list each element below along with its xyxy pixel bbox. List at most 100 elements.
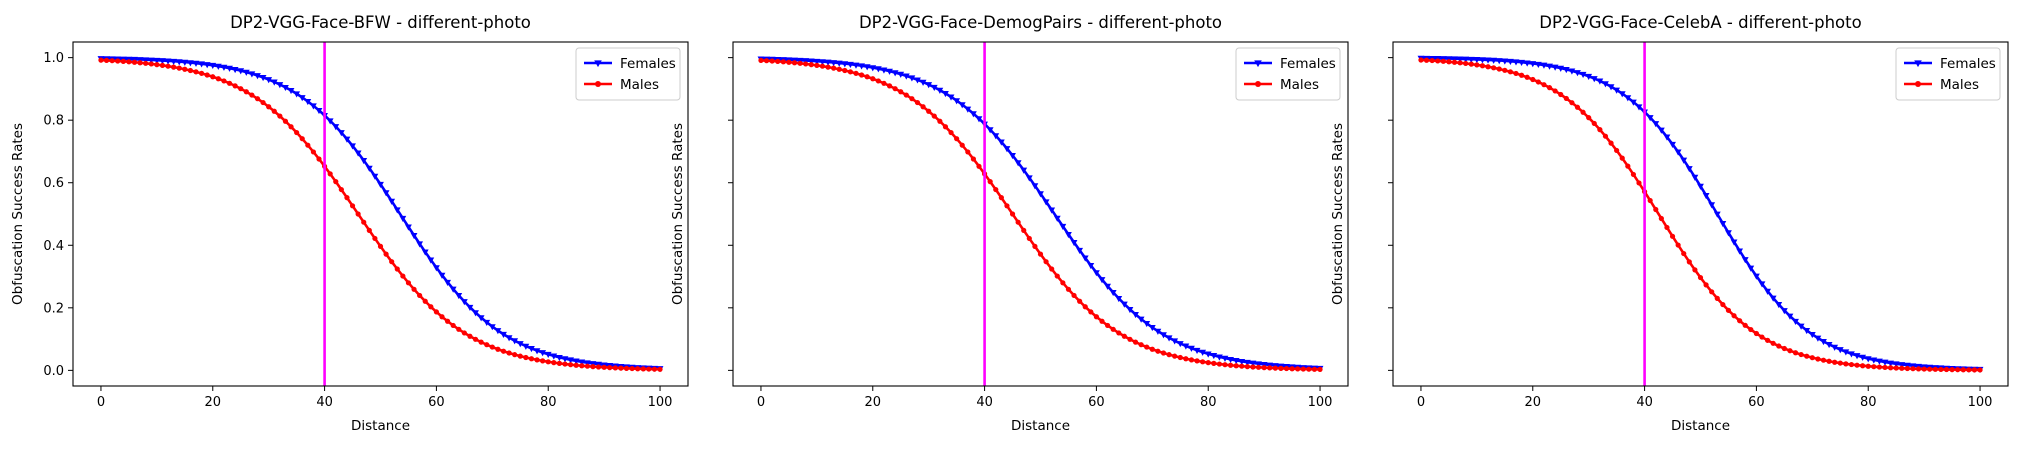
data-point xyxy=(1770,340,1776,346)
data-point xyxy=(450,322,456,329)
data-point xyxy=(1764,337,1771,343)
data-point xyxy=(389,259,395,265)
data-point xyxy=(618,365,624,371)
data-point xyxy=(433,309,440,315)
data-point xyxy=(601,364,607,370)
data-point xyxy=(1440,58,1446,64)
data-point xyxy=(881,80,887,86)
data-point xyxy=(282,118,289,124)
data-point xyxy=(831,65,837,71)
data-point xyxy=(769,58,775,64)
data-point xyxy=(288,124,294,130)
data-point xyxy=(651,366,658,372)
data-point xyxy=(1977,367,1983,373)
data-point xyxy=(1748,326,1754,333)
data-point xyxy=(115,58,121,64)
data-point xyxy=(959,142,965,148)
data-point xyxy=(1049,266,1055,272)
data-point xyxy=(472,336,479,342)
data-point xyxy=(1300,366,1306,372)
data-point xyxy=(1842,349,1850,356)
data-point xyxy=(1792,318,1799,325)
data-point xyxy=(1910,366,1916,372)
data-point xyxy=(1087,262,1095,270)
data-point xyxy=(1451,56,1458,63)
legend-marker xyxy=(1255,81,1261,87)
data-point xyxy=(444,318,451,324)
x-tick-label: 0 xyxy=(1417,395,1425,410)
data-point xyxy=(1797,323,1805,330)
data-point xyxy=(248,71,256,78)
data-point xyxy=(595,364,602,370)
data-point xyxy=(226,65,233,72)
data-point xyxy=(461,330,467,336)
data-point xyxy=(484,342,490,348)
data-point xyxy=(472,310,479,317)
data-point xyxy=(361,219,367,225)
data-point xyxy=(763,58,770,64)
data-point xyxy=(1971,367,1978,373)
data-point xyxy=(1876,364,1883,370)
data-point xyxy=(400,273,406,279)
data-point xyxy=(466,304,474,311)
data-point xyxy=(383,251,389,257)
data-point xyxy=(293,91,301,98)
chart-title: DP2-VGG-Face-DemogPairs - different-phot… xyxy=(859,13,1222,32)
data-point xyxy=(1860,363,1866,369)
chart-panel-2: DP2-VGG-Face-DemogPairs - different-phot… xyxy=(670,13,1349,434)
data-point xyxy=(1070,240,1078,247)
data-point xyxy=(1021,227,1027,233)
data-point xyxy=(1871,364,1877,370)
series-females xyxy=(97,56,664,373)
data-point xyxy=(908,75,916,82)
legend-marker xyxy=(1914,60,1922,68)
data-point xyxy=(1949,367,1955,373)
data-point xyxy=(1899,365,1905,371)
data-point xyxy=(316,156,322,162)
data-point xyxy=(1176,341,1184,348)
data-point xyxy=(1843,361,1849,367)
data-point xyxy=(1708,202,1716,209)
data-point xyxy=(1837,360,1843,366)
data-point xyxy=(1144,344,1150,350)
data-point xyxy=(898,89,904,95)
data-point xyxy=(120,58,126,64)
data-point xyxy=(1502,67,1508,73)
data-point xyxy=(377,243,384,249)
data-point xyxy=(1848,351,1855,358)
data-point xyxy=(1512,59,1520,66)
data-point xyxy=(1653,206,1659,213)
data-point xyxy=(1524,74,1530,80)
data-point xyxy=(1082,304,1088,310)
data-point xyxy=(1233,363,1239,369)
data-point xyxy=(1194,358,1200,364)
data-point xyxy=(567,357,574,364)
data-point xyxy=(1769,295,1777,302)
data-point xyxy=(270,79,278,86)
data-point xyxy=(1876,358,1883,365)
data-point xyxy=(438,272,446,279)
data-point xyxy=(1579,71,1587,78)
data-point xyxy=(237,68,245,75)
data-point xyxy=(1048,207,1056,214)
data-point xyxy=(869,65,877,72)
data-point xyxy=(1534,61,1542,68)
data-point xyxy=(886,83,893,89)
data-point xyxy=(148,61,154,67)
data-point xyxy=(1004,203,1010,209)
data-point xyxy=(1137,316,1145,323)
data-point xyxy=(416,241,424,248)
data-point xyxy=(1702,192,1710,200)
data-point xyxy=(1714,295,1720,301)
data-point xyxy=(355,211,361,217)
data-point xyxy=(254,96,261,102)
data-point xyxy=(942,124,949,130)
x-tick-label: 40 xyxy=(976,395,993,410)
data-point xyxy=(573,362,579,368)
data-point xyxy=(1720,301,1726,308)
data-point xyxy=(1921,366,1927,372)
data-point xyxy=(1462,56,1470,63)
data-point xyxy=(942,91,949,98)
data-point xyxy=(1188,357,1195,363)
data-point xyxy=(986,127,994,134)
